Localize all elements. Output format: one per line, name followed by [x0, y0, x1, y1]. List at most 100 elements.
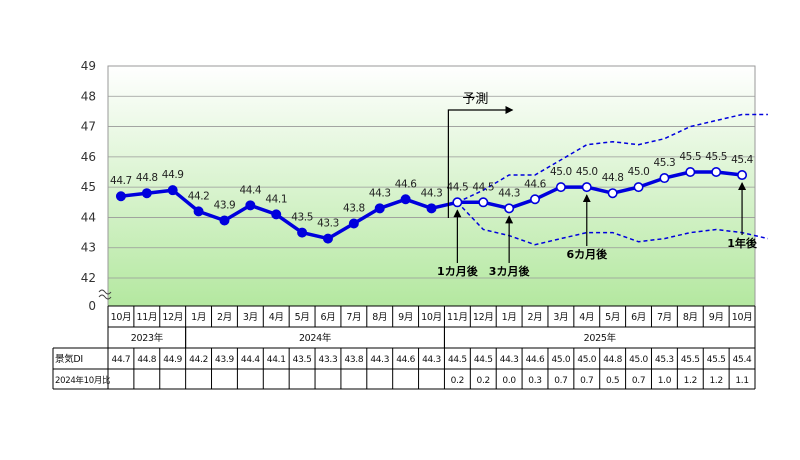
data-label: 44.3 [369, 187, 391, 199]
month-label: 12月 [162, 312, 183, 323]
data-point [400, 194, 411, 205]
table-cell: 0.2 [477, 376, 490, 386]
month-label: 3月 [243, 312, 258, 323]
data-point [245, 200, 256, 211]
data-label: 44.5 [446, 181, 468, 193]
data-table: 10月 11月 12月 1月 2月 3月 4月 5月 6月 7月 8月 9月 10月 11月 12月 1月 2月… [52, 305, 756, 390]
table-cell: 0.0 [502, 376, 516, 386]
forecast-arrow [447, 106, 514, 218]
data-label: 43.8 [343, 202, 365, 214]
table-cell: 44.5 [474, 355, 493, 365]
month-label: 2月 [217, 312, 232, 323]
month-label: 8月 [683, 312, 698, 323]
annotations: 予測 1カ月後 3カ月後 6カ月後 1年後 [437, 92, 758, 278]
month-label: 9月 [398, 312, 413, 323]
table-cell: 44.2 [189, 355, 208, 365]
month-label: 11月 [136, 312, 157, 323]
data-label: 43.9 [214, 199, 236, 211]
data-point [504, 203, 515, 214]
table-cell: 44.5 [448, 355, 467, 365]
data-label: 44.6 [395, 178, 417, 190]
y-axis: 42 43 44 45 46 47 48 49 0 [81, 59, 112, 313]
table-cell: 0.7 [632, 376, 645, 386]
month-label: 4月 [269, 312, 284, 323]
table-cell: 0.7 [554, 376, 567, 386]
data-label: 44.3 [498, 187, 520, 199]
table-cell: 43.5 [293, 355, 312, 365]
data-point [737, 170, 748, 181]
y-tick-label: 49 [81, 59, 96, 73]
month-label: 6月 [631, 312, 646, 323]
data-point [115, 191, 126, 202]
y-tick-label: 42 [81, 271, 96, 285]
table-cell: 44.6 [526, 355, 545, 365]
month-label: 1月 [502, 312, 517, 323]
data-point [478, 197, 489, 208]
data-label: 44.3 [421, 187, 443, 199]
table-cell: 44.7 [112, 355, 131, 365]
data-label: 44.8 [136, 172, 158, 184]
annotation-label: 1カ月後 [437, 264, 479, 278]
row-label: 景気DI [55, 353, 83, 365]
data-point [659, 173, 670, 184]
table-cell: 44.1 [267, 355, 286, 365]
table-cell: 44.8 [137, 355, 156, 365]
data-point [193, 206, 204, 217]
row-label: 2024年10月比 [55, 375, 110, 386]
month-label: 9月 [709, 312, 724, 323]
data-label: 44.8 [602, 172, 624, 184]
data-label: 44.4 [239, 184, 261, 196]
upper-forecast-line [457, 113, 768, 203]
table-cell: 45.4 [733, 355, 752, 365]
data-label: 45.5 [705, 151, 727, 163]
table-cell: 45.0 [629, 355, 648, 365]
table-cell: 45.5 [707, 355, 726, 365]
data-point [452, 197, 463, 208]
month-label: 2月 [528, 312, 543, 323]
annotation-label: 3カ月後 [489, 264, 531, 278]
data-label: 43.3 [317, 218, 339, 230]
data-point [374, 203, 385, 214]
table-cell: 44.4 [241, 355, 260, 365]
plot-background [107, 65, 756, 307]
table-cell: 0.3 [528, 376, 541, 386]
table-cell: 1.2 [709, 376, 722, 386]
table-cell: 0.7 [580, 376, 593, 386]
data-point [633, 182, 644, 193]
y-tick-label: 46 [81, 150, 96, 164]
data-point [271, 209, 282, 220]
month-label: 11月 [447, 312, 468, 323]
data-label: 44.5 [472, 181, 494, 193]
data-point [426, 203, 437, 214]
table-cell: 1.1 [735, 376, 748, 386]
month-label: 6月 [321, 312, 336, 323]
data-point [607, 188, 618, 199]
data-point [348, 218, 359, 229]
table-cell: 45.5 [681, 355, 700, 365]
month-label: 1月 [191, 312, 206, 323]
month-label: 8月 [372, 312, 387, 323]
data-point [167, 185, 178, 196]
month-label: 10月 [421, 312, 442, 323]
y-tick-label: 47 [81, 120, 96, 134]
data-labels: 44.7 44.8 44.9 44.2 43.944.4 44.1 43.5 43.3 43.8… [110, 151, 754, 230]
data-label: 44.1 [265, 193, 287, 205]
axis-break-icon [98, 289, 112, 300]
table-cell: 0.5 [606, 376, 619, 386]
table-cell: 43.3 [319, 355, 338, 365]
annotation-label: 6カ月後 [566, 247, 608, 261]
data-point [322, 233, 333, 244]
table-cell: 45.3 [655, 355, 674, 365]
month-label: 7月 [657, 312, 672, 323]
forecast-label: 予測 [462, 92, 488, 107]
data-label: 45.5 [679, 151, 701, 163]
data-point [711, 167, 722, 178]
annotation-label: 1年後 [727, 236, 758, 250]
table-cell: 44.8 [603, 355, 622, 365]
data-label: 45.0 [628, 166, 650, 178]
month-label: 7月 [346, 312, 361, 323]
data-label: 45.3 [654, 157, 676, 169]
data-label: 44.7 [110, 175, 132, 187]
month-label: 5月 [605, 312, 620, 323]
table-cell: 1.0 [658, 376, 672, 386]
